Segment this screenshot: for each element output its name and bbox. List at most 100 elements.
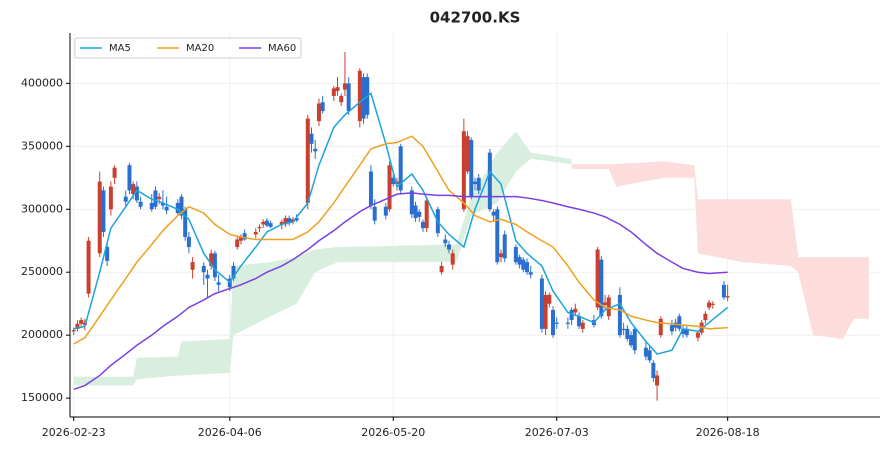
candle-body — [287, 218, 292, 224]
candle-body — [253, 231, 258, 235]
candle-body — [569, 309, 574, 321]
candle-body — [580, 322, 585, 329]
candle-body — [97, 181, 102, 254]
candle-body — [413, 205, 418, 219]
candle-body — [186, 236, 191, 248]
candle-body — [372, 206, 377, 221]
candle-body — [157, 196, 162, 200]
candle-body — [617, 294, 622, 336]
candle-body — [476, 177, 481, 191]
candle-body — [651, 362, 656, 378]
candle-body — [621, 328, 626, 331]
candle-body — [658, 318, 663, 336]
candle-body — [339, 95, 344, 103]
candle-body — [539, 278, 544, 329]
candle-body — [606, 297, 611, 317]
candle-body — [313, 148, 318, 152]
candle-body — [86, 240, 91, 294]
y-tick-label: 150000 — [21, 391, 63, 404]
candle-body — [487, 152, 492, 210]
candle-body — [439, 265, 444, 273]
candle-body — [335, 87, 340, 91]
candle-body — [513, 247, 518, 263]
candle-body — [238, 236, 243, 241]
cloud-layer — [73, 131, 869, 386]
x-tick-label: 2026-02-23 — [42, 426, 106, 439]
legend-box — [74, 37, 302, 59]
x-tick-label: 2026-04-06 — [198, 426, 262, 439]
candle-body — [499, 253, 504, 258]
candle-body — [346, 83, 351, 112]
y-tick-label: 400000 — [21, 76, 63, 89]
candle-body — [647, 350, 652, 361]
y-tick-label: 250000 — [21, 265, 63, 278]
candle-body — [551, 309, 556, 336]
candle-body — [279, 221, 284, 225]
candle-body — [629, 335, 634, 346]
candle-body — [131, 184, 136, 195]
candle-body — [190, 262, 195, 270]
candle-body — [491, 211, 496, 216]
legend-label: MA20 — [186, 43, 214, 54]
candle-body — [75, 323, 80, 329]
candle-body — [331, 88, 336, 96]
candle-body — [673, 322, 678, 328]
candle-body — [105, 247, 110, 261]
candle-body — [242, 233, 247, 240]
line-layer — [73, 92, 729, 391]
candle-body — [573, 308, 578, 313]
candle-body — [424, 200, 429, 229]
candle-body — [368, 171, 373, 206]
candle-body — [179, 196, 184, 216]
candle-body — [554, 322, 559, 324]
candle-body — [502, 234, 507, 259]
candle-body — [361, 77, 366, 119]
x-tick-label: 2026-08-18 — [696, 426, 760, 439]
candle-body — [108, 186, 113, 210]
candle-body — [469, 140, 474, 197]
candle-body — [209, 253, 214, 266]
candle-body — [205, 274, 210, 279]
candle-body — [450, 253, 455, 265]
candle-body — [149, 202, 154, 210]
candle-body — [643, 347, 648, 357]
candle-body — [398, 146, 403, 191]
y-tick-label: 200000 — [21, 328, 63, 341]
candle-body — [420, 221, 425, 229]
candle-body — [342, 83, 347, 90]
candle-body — [183, 209, 188, 237]
candle-body — [268, 223, 273, 227]
y-tick-label: 300000 — [21, 202, 63, 215]
candle-body — [710, 303, 715, 305]
candle-body — [257, 226, 262, 229]
candle-body — [261, 221, 266, 225]
candle-body — [164, 206, 169, 211]
candle-body — [525, 262, 530, 273]
candle-body — [521, 259, 526, 270]
candle-body — [305, 118, 310, 203]
candle-body — [394, 181, 399, 185]
candle-body — [721, 284, 726, 298]
candle-body — [134, 186, 139, 201]
candle-body — [565, 322, 570, 324]
candle-body — [495, 209, 500, 263]
candle-body — [707, 302, 712, 308]
candle-body — [357, 70, 362, 122]
candle-body — [684, 328, 689, 336]
candle-body — [231, 265, 236, 279]
candle-body — [387, 165, 392, 210]
ma-line — [73, 135, 728, 345]
candle-body — [160, 202, 165, 206]
candle-body — [216, 282, 221, 285]
candle-body — [703, 313, 708, 321]
candle-body — [473, 181, 477, 185]
candle-body — [409, 190, 414, 215]
candle-body — [603, 302, 608, 305]
chart-title: 042700.KS — [430, 9, 521, 27]
candle-body — [632, 328, 637, 351]
candle-body — [417, 211, 422, 217]
candle-body — [235, 239, 240, 248]
candle-body — [127, 165, 132, 191]
legend: MA5 MA20 MA60 — [74, 37, 302, 59]
candle-body — [655, 375, 660, 386]
